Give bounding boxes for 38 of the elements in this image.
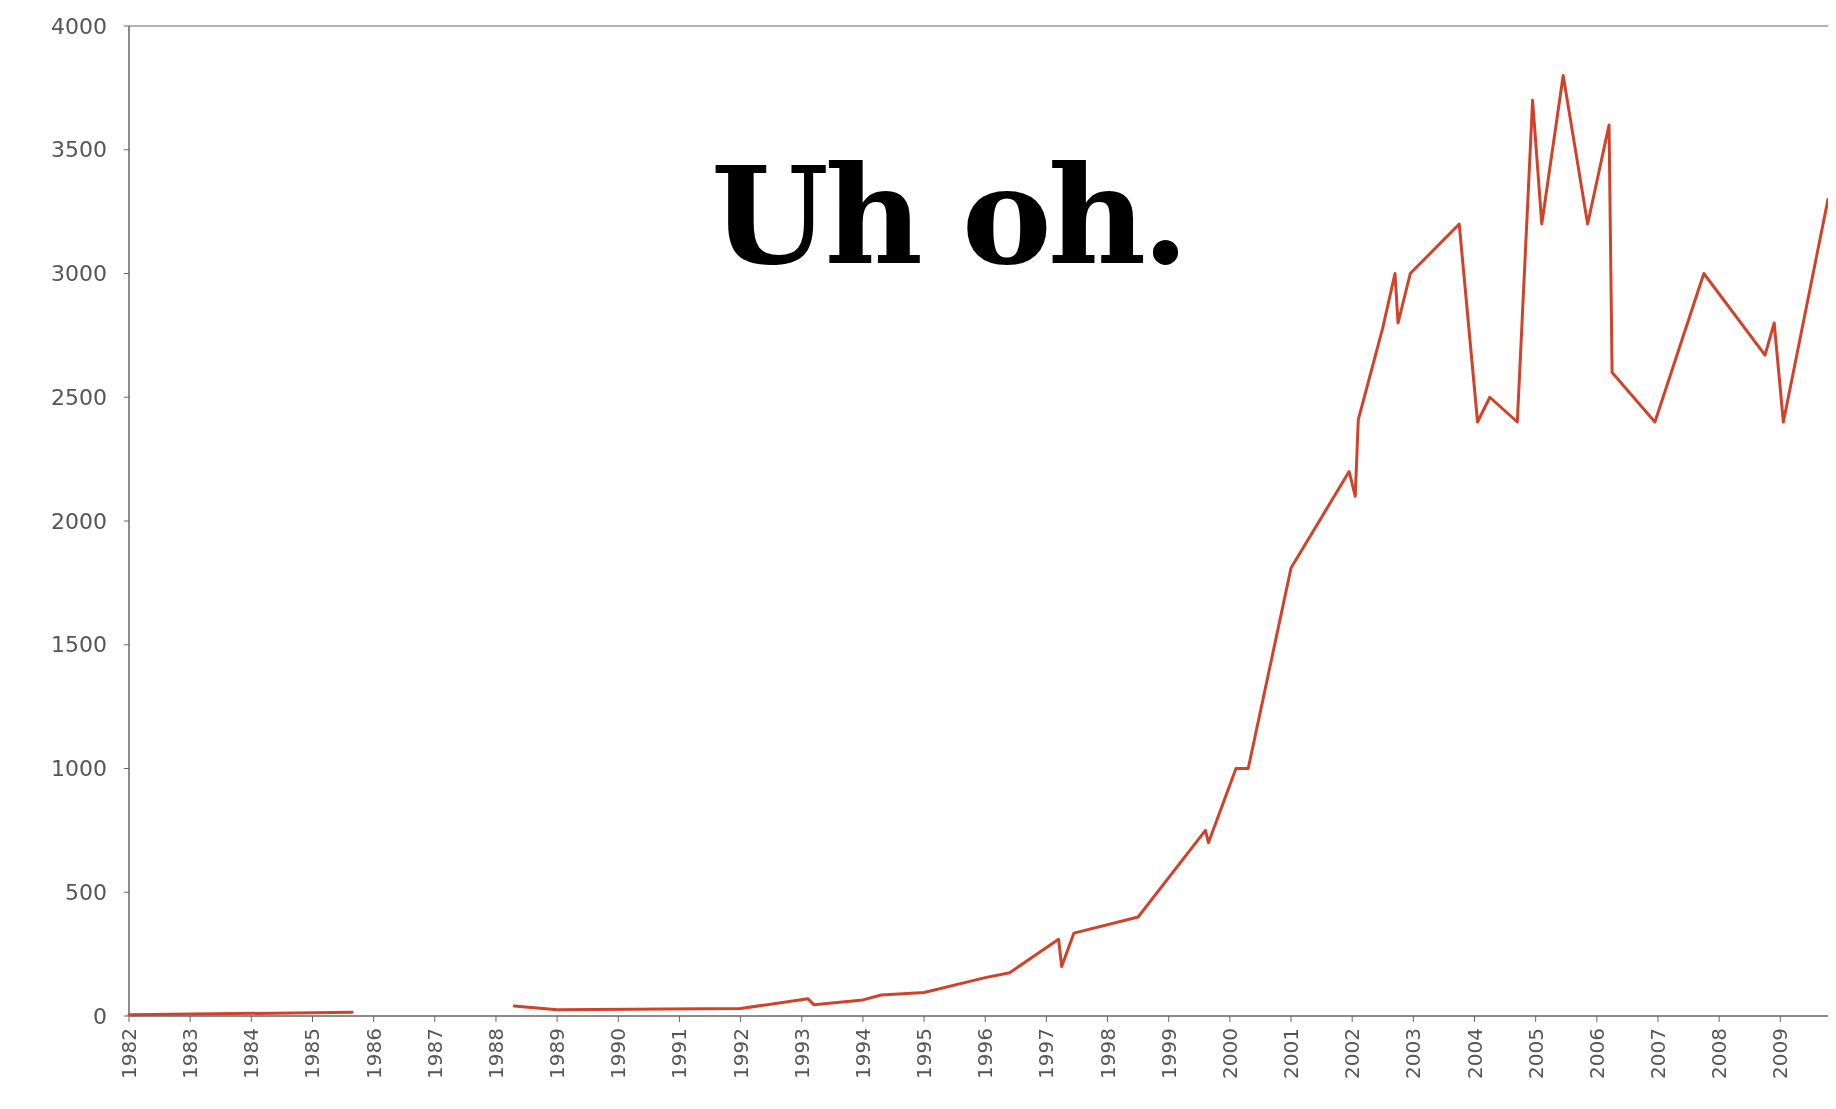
x-tick-label: 1987 [422, 1028, 447, 1079]
x-tick-label: 2006 [1584, 1028, 1609, 1079]
x-tick-label: 1984 [239, 1028, 264, 1079]
y-tick-label: 1000 [51, 756, 107, 782]
y-tick-label: 4000 [51, 13, 107, 39]
x-tick-label: 1999 [1156, 1028, 1181, 1079]
x-tick-label: 1994 [850, 1028, 875, 1079]
x-tick-label: 2004 [1462, 1028, 1487, 1079]
x-tick-label: 1993 [789, 1028, 814, 1079]
y-tick-label: 3500 [51, 137, 107, 163]
x-tick-label: 1992 [728, 1028, 753, 1079]
x-tick-label: 1989 [545, 1028, 570, 1079]
x-tick-label: 2008 [1707, 1028, 1732, 1079]
x-tick-label: 2007 [1645, 1028, 1670, 1079]
x-tick-label: 2000 [1217, 1028, 1242, 1079]
y-tick-label: 500 [65, 879, 107, 905]
x-tick-label: 1985 [300, 1028, 325, 1079]
text: Uh oh. [710, 136, 1186, 295]
y-tick-label: 2000 [51, 508, 107, 534]
x-tick-label: 2009 [1768, 1028, 1793, 1079]
x-tick-label: 1982 [117, 1028, 141, 1079]
y-tick-label: 1500 [51, 632, 107, 658]
x-tick-label: 1983 [178, 1028, 203, 1079]
x-tick-label: 1998 [1095, 1028, 1120, 1079]
x-tick-label: 1997 [1034, 1028, 1059, 1079]
x-tick-label: 1990 [606, 1028, 631, 1079]
x-tick-label: 2005 [1523, 1028, 1548, 1079]
x-tick-label: 1991 [667, 1028, 692, 1079]
y-tick-label: 0 [93, 1003, 107, 1029]
x-tick-label: 1995 [912, 1028, 937, 1079]
x-tick-label: 1996 [973, 1028, 998, 1079]
x-tick-label: 2002 [1340, 1028, 1365, 1079]
x-tick-label: 1986 [361, 1028, 386, 1079]
x-tick-label: 2003 [1401, 1028, 1426, 1079]
y-tick-label: 3000 [51, 261, 107, 287]
x-tick-label: 2001 [1279, 1028, 1304, 1079]
x-tick-label: 1988 [483, 1028, 508, 1079]
y-tick-label: 2500 [51, 384, 107, 410]
